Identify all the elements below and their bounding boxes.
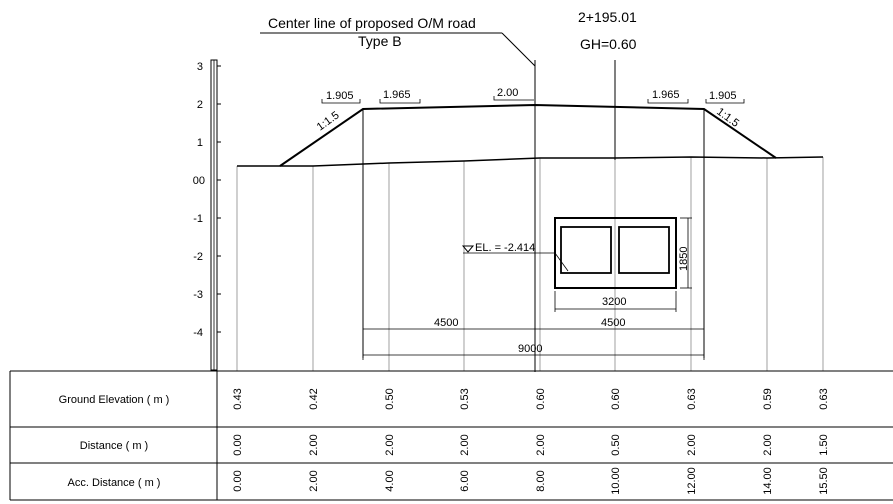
gh-text: GH=0.60 <box>580 36 637 52</box>
width-marker <box>379 99 421 104</box>
scale-label-m1: -1 <box>193 213 203 225</box>
distance-value: 0.50 <box>610 434 622 455</box>
width-label: 1.905 <box>709 90 737 102</box>
scale-label-m4: -4 <box>193 327 203 339</box>
road-embankment <box>279 103 777 167</box>
acc-distance-value: 10.00 <box>610 467 622 495</box>
callout-leader <box>501 32 536 67</box>
acc-distance-value: 4.00 <box>384 470 396 491</box>
chainage-label: 2+195.01 GH=0.60 <box>578 9 637 52</box>
slope-label-left: 1:1.5 <box>315 109 342 133</box>
scale-label-3: 3 <box>197 61 203 73</box>
distance-value: 0.00 <box>232 434 244 455</box>
width-marker <box>493 96 534 101</box>
road-width-labels: 1.905 1.965 2.00 1.965 1.905 <box>321 87 745 104</box>
centerline-callout: Center line of proposed O/M road Type B <box>260 15 536 67</box>
width-label: 1.965 <box>652 89 680 101</box>
scale-label-1: 1 <box>197 137 203 149</box>
distance-value: 2.00 <box>384 434 396 455</box>
scale-label-m3: -3 <box>193 289 203 301</box>
ground-elevation-value: 0.63 <box>818 388 830 409</box>
ground-elevation-value: 0.53 <box>459 388 471 409</box>
dim-left-half: 4500 <box>434 317 458 329</box>
elevation-marker-icon <box>461 245 475 253</box>
scale-label-0: 00 <box>193 175 205 187</box>
chainage-text: 2+195.01 <box>578 9 637 25</box>
distance-value: 2.00 <box>535 434 547 455</box>
width-marker <box>647 99 689 104</box>
acc-distance-value: 6.00 <box>459 470 471 491</box>
ground-elevation-value: 0.63 <box>686 388 698 409</box>
dim-total: 9000 <box>518 343 542 355</box>
acc-distance-value: 12.00 <box>686 467 698 495</box>
width-marker <box>705 99 745 104</box>
width-marker <box>321 99 361 104</box>
ground-elevation-value: 0.60 <box>610 388 622 409</box>
culvert-leader-diag <box>554 252 569 272</box>
culvert-cell-right <box>618 226 670 274</box>
distance-value: 2.00 <box>308 434 320 455</box>
acc-distance-value: 2.00 <box>308 470 320 491</box>
ground-elevation-value: 0.50 <box>384 388 396 409</box>
acc-distance-value: 14.00 <box>762 467 774 495</box>
profile-table: Ground Elevation ( m ) Distance ( m ) Ac… <box>9 370 893 501</box>
culvert-height-label: 1850 <box>678 247 690 271</box>
ground-elevation-value: 0.43 <box>232 388 244 409</box>
row-label-ground: Ground Elevation ( m ) <box>59 394 170 406</box>
scale-label-2: 2 <box>197 99 203 111</box>
width-label: 2.00 <box>497 87 518 99</box>
culvert-outer <box>554 217 677 289</box>
culvert-width-label: 3200 <box>602 296 626 308</box>
elevation-scale: 3 2 1 00 -1 -2 -3 -4 <box>193 59 221 371</box>
culvert-elevation-label: EL. = -2.414 <box>475 242 535 254</box>
acc-distance-value: 8.00 <box>535 470 547 491</box>
distance-value: 2.00 <box>459 434 471 455</box>
distance-value: 2.00 <box>762 434 774 455</box>
width-label: 1.905 <box>326 90 354 102</box>
acc-distance-value: 15.50 <box>818 467 830 495</box>
station-lines <box>236 157 824 371</box>
centerline-title: Center line of proposed O/M road <box>268 15 476 31</box>
distance-value: 1.50 <box>818 434 830 455</box>
row-label-acc-distance: Acc. Distance ( m ) <box>68 477 161 489</box>
scale-label-m2: -2 <box>193 251 203 263</box>
box-culvert: EL. = -2.414 1850 3200 <box>461 217 692 312</box>
overall-dimensions: 4500 4500 9000 <box>362 317 705 360</box>
acc-distance-value: 0.00 <box>232 470 244 491</box>
centerline-subtitle: Type B <box>358 33 402 49</box>
culvert-cell-left <box>560 226 612 274</box>
dim-right-half: 4500 <box>601 317 625 329</box>
ground-elevation-value: 0.59 <box>762 388 774 409</box>
width-label: 1.965 <box>383 89 411 101</box>
row-label-distance: Distance ( m ) <box>80 440 148 452</box>
distance-value: 2.00 <box>686 434 698 455</box>
ground-line <box>237 156 824 167</box>
ground-elevation-value: 0.60 <box>535 388 547 409</box>
ground-elevation-value: 0.42 <box>308 388 320 409</box>
